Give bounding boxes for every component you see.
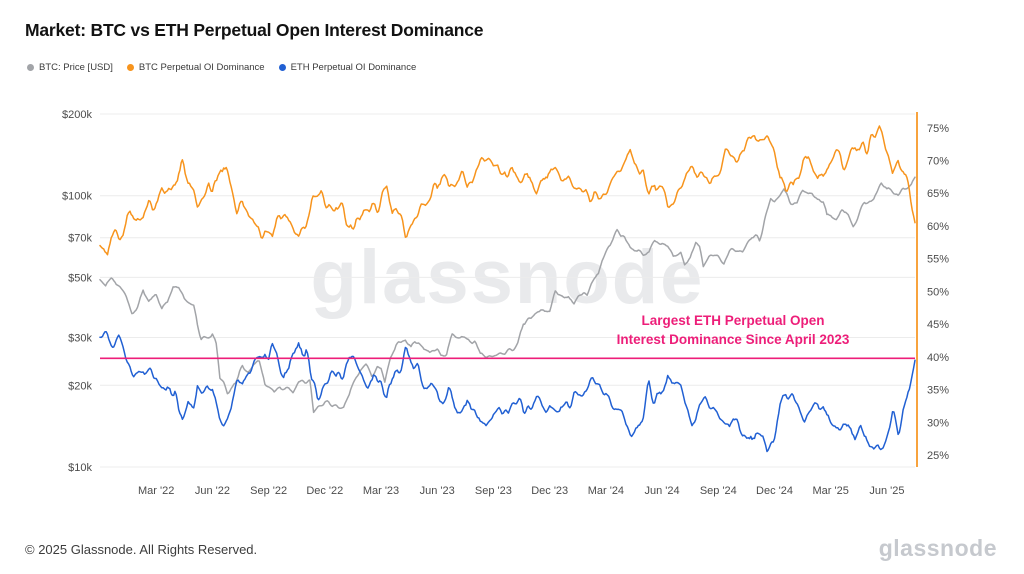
x-axis-tick-label: Sep '23 xyxy=(475,485,512,497)
right-axis-tick-label: 30% xyxy=(927,418,949,430)
legend-label: ETH Perpetual OI Dominance xyxy=(290,62,417,73)
left-axis-tick-label: $10k xyxy=(68,462,92,474)
right-axis-tick-label: 65% xyxy=(927,188,949,200)
x-axis-tick-label: Dec '22 xyxy=(306,485,343,497)
left-axis-tick-label: $100k xyxy=(62,191,92,203)
x-axis-tick-label: Dec '23 xyxy=(531,485,568,497)
left-axis-tick-label: $30k xyxy=(68,333,92,345)
right-axis-tick-label: 60% xyxy=(927,221,949,233)
series-line-btc-perpetual-oi-dominance xyxy=(99,125,916,256)
x-axis-tick-label: Jun '24 xyxy=(645,485,680,497)
legend-item-2[interactable]: ETH Perpetual OI Dominance xyxy=(278,62,417,73)
chart-annotation: Largest ETH Perpetual Open Interest Domi… xyxy=(597,312,869,349)
x-axis-tick-label: Sep '22 xyxy=(250,485,287,497)
left-axis-tick-label: $20k xyxy=(68,380,92,392)
x-axis-tick-label: Sep '24 xyxy=(700,485,737,497)
x-axis-tick-label: Jun '23 xyxy=(420,485,455,497)
x-axis-tick-label: Mar '22 xyxy=(138,485,174,497)
right-axis-tick-label: 50% xyxy=(927,287,949,299)
right-axis-tick-label: 35% xyxy=(927,385,949,397)
x-axis-tick-label: Mar '25 xyxy=(813,485,849,497)
annotation-line2: Interest Dominance Since April 2023 xyxy=(616,331,850,347)
glassnode-logo: glassnode xyxy=(878,535,997,561)
copyright-text: © 2025 Glassnode. All Rights Reserved. xyxy=(25,542,258,557)
x-axis-tick-label: Mar '23 xyxy=(363,485,399,497)
legend-item-0[interactable]: BTC: Price [USD] xyxy=(27,62,113,73)
legend-label: BTC: Price [USD] xyxy=(39,62,113,73)
legend: BTC: Price [USD] BTC Perpetual OI Dominan… xyxy=(27,62,416,73)
legend-dot xyxy=(126,64,134,71)
right-axis-tick-label: 70% xyxy=(927,156,949,168)
x-axis-tick-label: Dec '24 xyxy=(756,485,793,497)
right-axis-tick-label: 75% xyxy=(927,123,949,135)
right-axis-tick-label: 45% xyxy=(927,319,949,331)
legend-item-1[interactable]: BTC Perpetual OI Dominance xyxy=(126,62,265,73)
left-axis-tick-label: $70k xyxy=(68,233,92,245)
right-axis-tick-label: 40% xyxy=(927,352,949,364)
x-axis-tick-label: Jun '22 xyxy=(195,485,230,497)
right-axis-tick-label: 25% xyxy=(927,450,949,462)
left-axis-tick-label: $200k xyxy=(62,109,92,121)
legend-label: BTC Perpetual OI Dominance xyxy=(138,62,265,73)
page-title: Market: BTC vs ETH Perpetual Open Intere… xyxy=(25,20,484,40)
left-axis-tick-label: $50k xyxy=(68,272,92,284)
legend-dot xyxy=(278,64,286,71)
series-line-eth-perpetual-oi-dominance xyxy=(99,330,916,453)
x-axis-tick-label: Jun '25 xyxy=(869,485,904,497)
right-axis-tick-label: 55% xyxy=(927,254,949,266)
series-line-btc-price-usd xyxy=(99,176,916,414)
legend-dot xyxy=(27,64,34,71)
annotation-line1: Largest ETH Perpetual Open xyxy=(641,313,825,328)
x-axis-tick-label: Mar '24 xyxy=(588,485,624,497)
